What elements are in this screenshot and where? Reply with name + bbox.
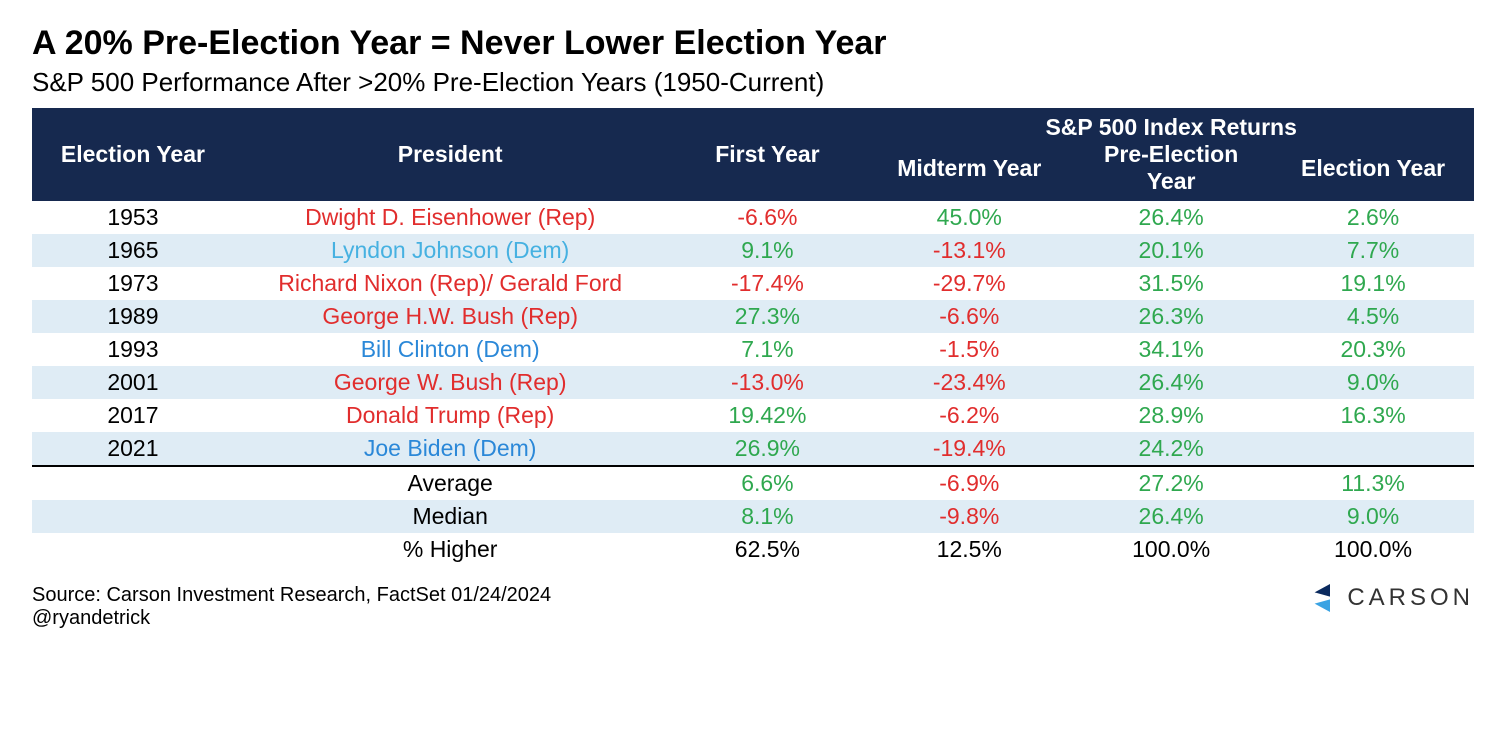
table-row: 1989George H.W. Bush (Rep)27.3%-6.6%26.3… [32,300,1474,333]
table-row: 2017Donald Trump (Rep)19.42%-6.2%28.9%16… [32,399,1474,432]
cell-blank [32,533,234,566]
cell-midterm: -13.1% [868,234,1070,267]
summary-row: Average6.6%-6.9%27.2%11.3% [32,466,1474,500]
cell-president: Richard Nixon (Rep)/ Gerald Ford [234,267,667,300]
cell-midterm: -23.4% [868,366,1070,399]
cell-preelect: 26.3% [1070,300,1272,333]
cell-blank [32,466,234,500]
cell-president: Bill Clinton (Dem) [234,333,667,366]
summary-row: % Higher62.5%12.5%100.0%100.0% [32,533,1474,566]
footer-text: Source: Carson Investment Research, Fact… [32,584,551,630]
cell-preelect: 20.1% [1070,234,1272,267]
cell-first-year: 7.1% [666,333,868,366]
returns-table: Election Year President First Year S&P 5… [32,108,1474,566]
cell-preelect: 24.2% [1070,432,1272,466]
cell-year: 1965 [32,234,234,267]
table-row: 1993Bill Clinton (Dem)7.1%-1.5%34.1%20.3… [32,333,1474,366]
cell-summary-label: Median [234,500,667,533]
cell-year: 1953 [32,201,234,234]
cell-midterm: -6.2% [868,399,1070,432]
col-election-return: Election Year [1272,141,1474,201]
table-body: 1953Dwight D. Eisenhower (Rep)-6.6%45.0%… [32,201,1474,566]
cell-elect: 7.7% [1272,234,1474,267]
cell-year: 2021 [32,432,234,466]
cell-elect: 9.0% [1272,366,1474,399]
cell-midterm: 45.0% [868,201,1070,234]
table-header: Election Year President First Year S&P 5… [32,108,1474,201]
cell-preelect: 26.4% [1070,201,1272,234]
col-election-year: Election Year [32,108,234,201]
cell-elect: 11.3% [1272,466,1474,500]
cell-preelect: 34.1% [1070,333,1272,366]
table-row: 1965Lyndon Johnson (Dem)9.1%-13.1%20.1%7… [32,234,1474,267]
cell-midterm: -6.6% [868,300,1070,333]
cell-first-year: 26.9% [666,432,868,466]
cell-president: Dwight D. Eisenhower (Rep) [234,201,667,234]
cell-year: 2017 [32,399,234,432]
summary-row: Median8.1%-9.8%26.4%9.0% [32,500,1474,533]
cell-preelect: 27.2% [1070,466,1272,500]
col-group-returns: S&P 500 Index Returns [868,108,1474,141]
cell-first-year: 8.1% [666,500,868,533]
carson-logo: CARSON [1309,584,1474,612]
carson-logo-text: CARSON [1347,584,1474,612]
cell-elect: 100.0% [1272,533,1474,566]
chart-subtitle: S&P 500 Performance After >20% Pre-Elect… [32,67,1474,98]
cell-midterm: 12.5% [868,533,1070,566]
cell-elect: 2.6% [1272,201,1474,234]
cell-midterm: -29.7% [868,267,1070,300]
col-preelect: Pre-Election Year [1070,141,1272,201]
cell-year: 1993 [32,333,234,366]
twitter-handle: @ryandetrick [32,607,551,630]
cell-preelect: 26.4% [1070,500,1272,533]
cell-first-year: 6.6% [666,466,868,500]
table-row: 2021Joe Biden (Dem)26.9%-19.4%24.2% [32,432,1474,466]
cell-preelect: 28.9% [1070,399,1272,432]
cell-first-year: -13.0% [666,366,868,399]
cell-midterm: -19.4% [868,432,1070,466]
cell-first-year: -17.4% [666,267,868,300]
table-row: 1973Richard Nixon (Rep)/ Gerald Ford-17.… [32,267,1474,300]
col-first-year: First Year [666,108,868,201]
cell-president: Lyndon Johnson (Dem) [234,234,667,267]
cell-preelect: 31.5% [1070,267,1272,300]
cell-elect: 4.5% [1272,300,1474,333]
chart-title: A 20% Pre-Election Year = Never Lower El… [32,24,1474,63]
cell-first-year: 27.3% [666,300,868,333]
cell-summary-label: % Higher [234,533,667,566]
cell-elect: 19.1% [1272,267,1474,300]
cell-first-year: 19.42% [666,399,868,432]
cell-year: 2001 [32,366,234,399]
cell-elect: 9.0% [1272,500,1474,533]
table-row: 1953Dwight D. Eisenhower (Rep)-6.6%45.0%… [32,201,1474,234]
cell-preelect: 26.4% [1070,366,1272,399]
cell-year: 1973 [32,267,234,300]
cell-elect: 16.3% [1272,399,1474,432]
col-midterm: Midterm Year [868,141,1070,201]
cell-president: Donald Trump (Rep) [234,399,667,432]
footer: Source: Carson Investment Research, Fact… [32,584,1474,630]
cell-preelect: 100.0% [1070,533,1272,566]
cell-elect [1272,432,1474,466]
cell-president: Joe Biden (Dem) [234,432,667,466]
col-president: President [234,108,667,201]
cell-president: George W. Bush (Rep) [234,366,667,399]
cell-elect: 20.3% [1272,333,1474,366]
cell-midterm: -9.8% [868,500,1070,533]
cell-president: George H.W. Bush (Rep) [234,300,667,333]
cell-midterm: -6.9% [868,466,1070,500]
table-row: 2001George W. Bush (Rep)-13.0%-23.4%26.4… [32,366,1474,399]
source-line: Source: Carson Investment Research, Fact… [32,584,551,607]
cell-first-year: 9.1% [666,234,868,267]
cell-year: 1989 [32,300,234,333]
cell-first-year: -6.6% [666,201,868,234]
cell-summary-label: Average [234,466,667,500]
cell-blank [32,500,234,533]
cell-midterm: -1.5% [868,333,1070,366]
carson-logo-icon [1309,584,1337,612]
cell-first-year: 62.5% [666,533,868,566]
